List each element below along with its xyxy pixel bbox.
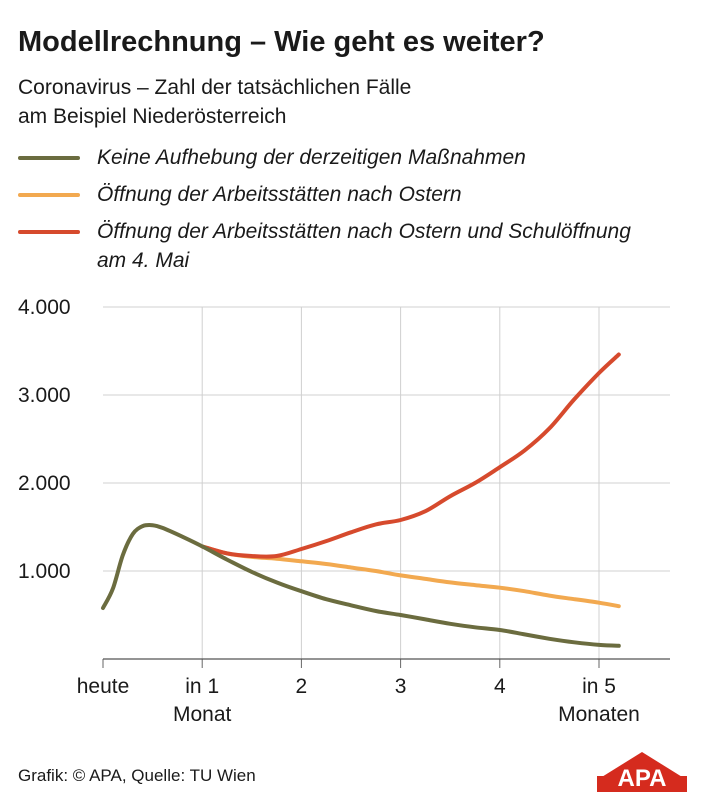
- y-tick-label: 1.000: [18, 560, 71, 583]
- legend-label: Keine Aufhebung der derzeitigen Maßnahme…: [97, 146, 526, 169]
- series-line-oeffnung-schulen: [200, 352, 621, 559]
- chart-title: Modellrechnung – Wie geht es weiter?: [18, 26, 545, 58]
- x-tick-label: in 1: [185, 675, 219, 698]
- series-line-oeffnung-arbeitsstaetten: [200, 544, 621, 609]
- x-tick-label: 3: [395, 675, 407, 698]
- apa-logo: APA: [597, 752, 687, 792]
- legend-item-oeffnung-schulen: Öffnung der Arbeitsstätten nach Ostern u…: [18, 217, 637, 275]
- legend-label: Öffnung der Arbeitsstätten nach Ostern: [97, 183, 462, 206]
- legend-label: Öffnung der Arbeitsstätten nach Ostern u…: [97, 220, 631, 272]
- legend-swatch-orange: [18, 193, 80, 197]
- legend-item-oeffnung-arbeitsstaetten: Öffnung der Arbeitsstätten nach Ostern: [18, 180, 698, 209]
- legend-item-keine-aufhebung: Keine Aufhebung der derzeitigen Maßnahme…: [18, 143, 698, 172]
- y-tick-label: 3.000: [18, 384, 71, 407]
- x-tick-label-line2: Monaten: [558, 703, 640, 726]
- legend-swatch-olive: [18, 156, 80, 160]
- y-tick-label: 2.000: [18, 472, 71, 495]
- y-tick-label: 4.000: [18, 296, 71, 319]
- subtitle-line-1: Coronavirus – Zahl der tatsächlichen Fäl…: [18, 76, 412, 99]
- legend: Keine Aufhebung der derzeitigen Maßnahme…: [18, 143, 698, 283]
- x-tick-label: 2: [296, 675, 308, 698]
- x-tick-label: in 5: [582, 675, 616, 698]
- series-line-keine-aufhebung: [101, 522, 621, 648]
- x-tick-label: heute: [77, 675, 130, 698]
- x-tick-label: 4: [494, 675, 506, 698]
- apa-logo-text: APA: [618, 765, 667, 792]
- source-credit: Grafik: © APA, Quelle: TU Wien: [18, 766, 256, 785]
- x-tick-label-line2: Monat: [173, 703, 232, 726]
- legend-swatch-red: [18, 230, 80, 234]
- subtitle-line-2: am Beispiel Niederösterreich: [18, 105, 287, 128]
- chart-subtitle: Coronavirus – Zahl der tatsächlichen Fäl…: [18, 73, 411, 131]
